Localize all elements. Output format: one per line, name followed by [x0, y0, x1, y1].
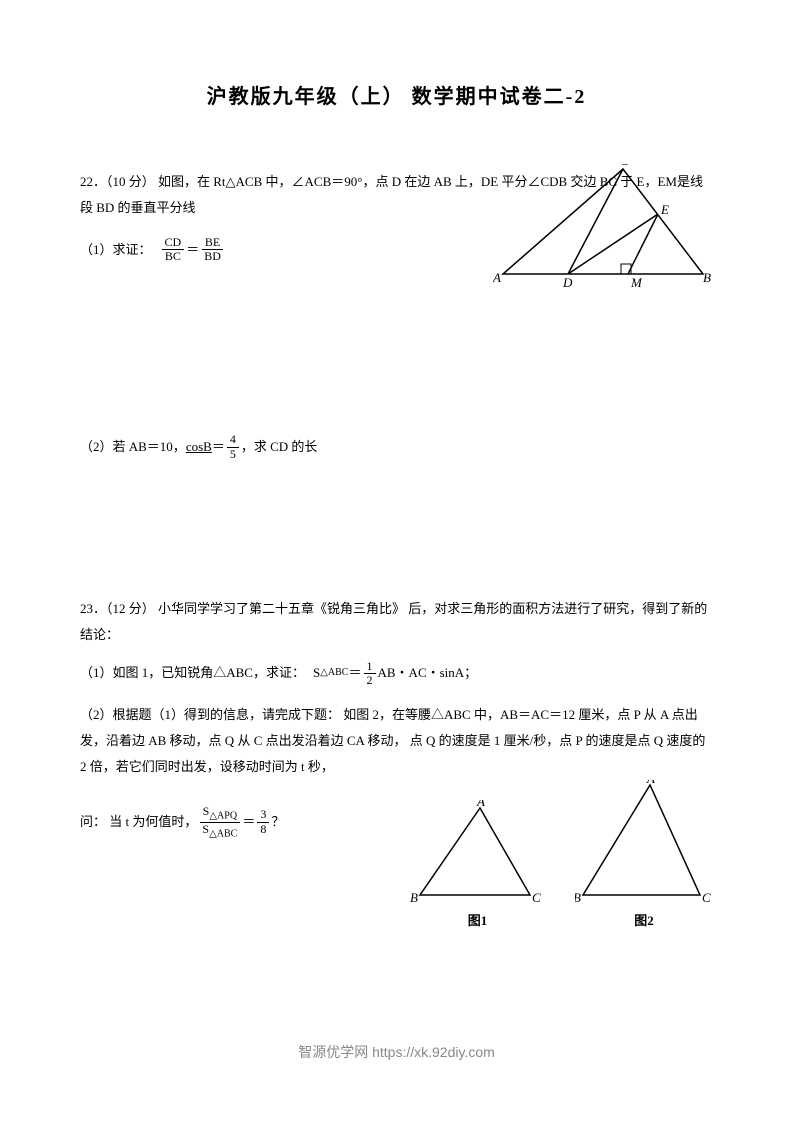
frac-den: 8 [257, 823, 269, 836]
footer: 智源优学网 https://xk.92diy.com [0, 1042, 793, 1062]
frac-num: 1 [364, 660, 376, 674]
p23-header: 23．（12 分） 小华同学学习了第二十五章《锐角三角比》 后，对求三角形的面积… [80, 596, 713, 648]
frac-num: BE [202, 236, 223, 250]
sub-abc: △ABC [209, 828, 237, 839]
label-A: A [493, 270, 501, 285]
eq: ＝ [348, 660, 361, 686]
p22-sub2: （2）若 AB＝10， cosB ＝ 4 5 ，求 CD 的长 [80, 433, 713, 460]
p22-sub1-prefix: （1）求证： [80, 237, 152, 263]
frac-den: 2 [364, 674, 376, 687]
p23-sub1-prefix: （1）如图 1，已知锐角△ABC，求证： [80, 660, 305, 686]
p23-sub1: （1）如图 1，已知锐角△ABC，求证： S △ABC ＝ 1 2 AB・AC・… [80, 660, 713, 687]
p23-sub2: （2）根据题（1）得到的信息，请完成下题： 如图 2，在等腰△ABC 中，AB＝… [80, 702, 713, 780]
frac-den: BD [201, 250, 224, 263]
sub-abc: △ABC [320, 663, 348, 683]
tri1-B: B [410, 890, 418, 905]
tri2-C: C [702, 890, 711, 905]
figure-22: A B C D E M [493, 164, 713, 284]
eq: ＝ [186, 237, 199, 263]
sub-apq: △APQ [209, 811, 237, 822]
q-suffix: ？ [271, 809, 284, 835]
frac-den: 5 [227, 448, 239, 461]
tri2-B: B [575, 890, 581, 905]
label-D: D [562, 275, 573, 289]
frac-num: S△APQ [200, 805, 240, 822]
q-prefix: 问： 当 t 为何值时， [80, 809, 197, 835]
label-B: B [703, 270, 711, 285]
tri1-C: C [532, 890, 541, 905]
figure-23: A B C 图1 A B C 图2 [410, 800, 713, 934]
S: S [313, 660, 320, 686]
frac-num: CD [162, 236, 185, 250]
label-C: C [620, 164, 629, 168]
label-M: M [630, 275, 643, 289]
problem-22: 22．（10 分） 如图，在 Rt△ACB 中，∠ACB＝90°，点 D 在边 … [80, 169, 713, 576]
frac-num: 3 [257, 808, 269, 822]
formula-rest: AB・AC・sinA； [378, 660, 478, 686]
triangle-1: A B C [410, 800, 545, 905]
p22-sub2-prefix: （2）若 AB＝10， [80, 434, 186, 460]
page-title: 沪教版九年级（上） 数学期中试卷二-2 [80, 80, 713, 109]
label-E: E [660, 202, 669, 217]
p23-question: 问： 当 t 为何值时， S△APQ S△ABC ＝ 3 8 ？ [80, 805, 410, 839]
p22-sub2-suffix: ，求 CD 的长 [241, 434, 318, 460]
frac-num: 4 [227, 433, 239, 447]
eq: ＝ [242, 809, 255, 835]
fig2-label: 图2 [634, 908, 654, 934]
cosB: cosB [186, 434, 212, 460]
triangle-2: A B C [575, 780, 713, 905]
tri1-A: A [476, 800, 485, 809]
eq: ＝ [212, 434, 225, 460]
problem-23: 23．（12 分） 小华同学学习了第二十五章《锐角三角比》 后，对求三角形的面积… [80, 596, 713, 934]
frac-den: BC [162, 250, 184, 263]
fig1-label: 图1 [468, 908, 488, 934]
frac-den: S△ABC [199, 823, 240, 839]
tri2-A: A [646, 780, 655, 786]
